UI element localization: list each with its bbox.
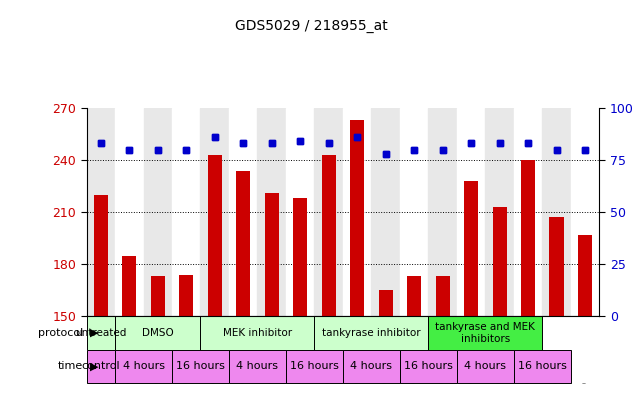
- Bar: [428, 108, 457, 316]
- Text: MEK inhibitor: MEK inhibitor: [223, 328, 292, 338]
- Text: untreated: untreated: [75, 328, 126, 338]
- Text: ▶: ▶: [90, 362, 98, 371]
- Bar: [379, 290, 393, 316]
- Text: 16 hours: 16 hours: [290, 362, 339, 371]
- Bar: [201, 108, 229, 316]
- Bar: [521, 160, 535, 316]
- Bar: [115, 350, 172, 383]
- Bar: [578, 235, 592, 316]
- Bar: [286, 108, 315, 316]
- Bar: [151, 276, 165, 316]
- Bar: [322, 155, 336, 316]
- Bar: [343, 350, 400, 383]
- Bar: [379, 290, 393, 316]
- Bar: [172, 108, 201, 316]
- Bar: [542, 108, 571, 316]
- Bar: [457, 350, 514, 383]
- Bar: [435, 276, 450, 316]
- Bar: [578, 235, 592, 316]
- Bar: [464, 181, 478, 316]
- Bar: [172, 350, 229, 383]
- Text: control: control: [81, 362, 120, 371]
- Bar: [350, 120, 364, 316]
- Bar: [179, 275, 194, 316]
- Bar: [265, 193, 279, 316]
- Bar: [122, 255, 137, 316]
- Bar: [208, 155, 222, 316]
- Bar: [457, 108, 485, 316]
- Bar: [464, 181, 478, 316]
- Bar: [293, 198, 307, 316]
- Bar: [322, 155, 336, 316]
- Text: 4 hours: 4 hours: [122, 362, 165, 371]
- Bar: [492, 207, 507, 316]
- Bar: [315, 316, 428, 350]
- Bar: [407, 276, 421, 316]
- Bar: [179, 275, 194, 316]
- Bar: [428, 316, 542, 350]
- Bar: [315, 108, 343, 316]
- Bar: [87, 316, 115, 350]
- Bar: [549, 217, 563, 316]
- Bar: [400, 350, 457, 383]
- Bar: [87, 108, 115, 316]
- Bar: [115, 316, 201, 350]
- Text: 16 hours: 16 hours: [404, 362, 453, 371]
- Bar: [293, 198, 307, 316]
- Bar: [400, 108, 428, 316]
- Bar: [258, 108, 286, 316]
- Bar: [94, 195, 108, 316]
- Bar: [485, 108, 514, 316]
- Text: 4 hours: 4 hours: [237, 362, 278, 371]
- Bar: [236, 171, 251, 316]
- Text: protocol: protocol: [38, 328, 83, 338]
- Text: 4 hours: 4 hours: [464, 362, 506, 371]
- Text: tankyrase inhibitor: tankyrase inhibitor: [322, 328, 420, 338]
- Text: time: time: [58, 362, 83, 371]
- Text: 4 hours: 4 hours: [351, 362, 392, 371]
- Bar: [571, 108, 599, 316]
- Text: ▶: ▶: [90, 328, 98, 338]
- Text: 16 hours: 16 hours: [176, 362, 225, 371]
- Text: GDS5029 / 218955_at: GDS5029 / 218955_at: [235, 19, 387, 33]
- Bar: [122, 255, 137, 316]
- Bar: [514, 350, 571, 383]
- Bar: [492, 207, 507, 316]
- Bar: [115, 108, 144, 316]
- Bar: [371, 108, 400, 316]
- Bar: [286, 350, 343, 383]
- Bar: [201, 316, 315, 350]
- Bar: [229, 108, 258, 316]
- Bar: [144, 108, 172, 316]
- Bar: [94, 195, 108, 316]
- Bar: [521, 160, 535, 316]
- Bar: [407, 276, 421, 316]
- Bar: [514, 108, 542, 316]
- Text: tankyrase and MEK
inhibitors: tankyrase and MEK inhibitors: [435, 322, 535, 344]
- Bar: [236, 171, 251, 316]
- Bar: [350, 120, 364, 316]
- Bar: [229, 350, 286, 383]
- Bar: [208, 155, 222, 316]
- Bar: [435, 276, 450, 316]
- Bar: [343, 108, 371, 316]
- Text: 16 hours: 16 hours: [518, 362, 567, 371]
- Text: DMSO: DMSO: [142, 328, 174, 338]
- Bar: [87, 350, 115, 383]
- Bar: [549, 217, 563, 316]
- Bar: [265, 193, 279, 316]
- Bar: [151, 276, 165, 316]
